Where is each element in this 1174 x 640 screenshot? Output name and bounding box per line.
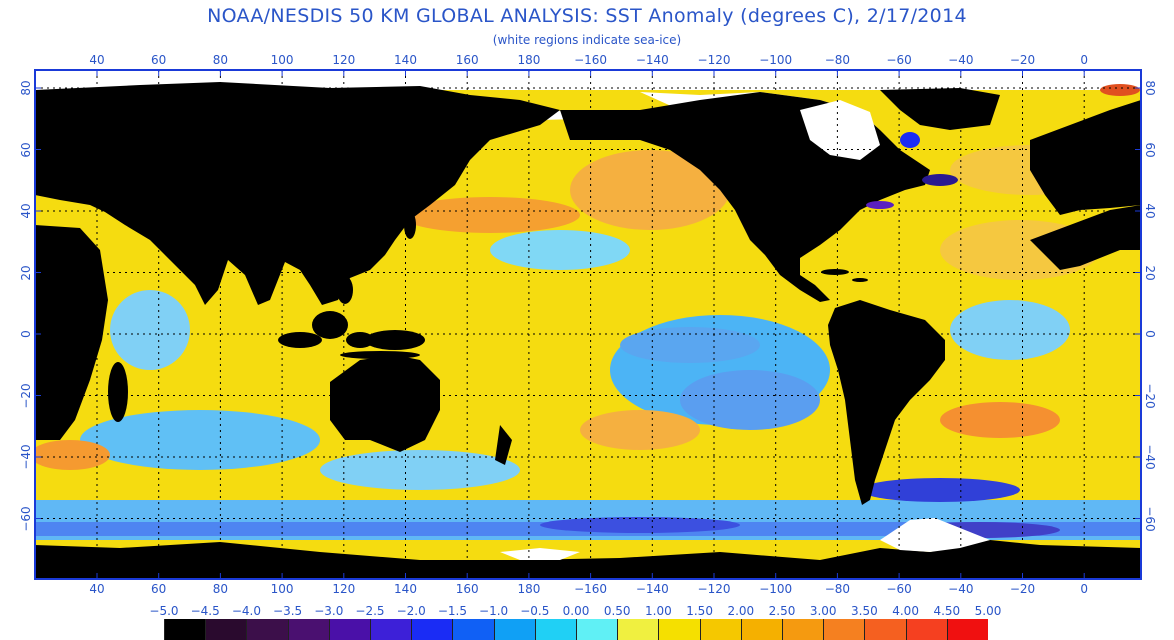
colorbar-label-9: −0.5 xyxy=(520,604,550,618)
colorbar-swatch-17 xyxy=(864,619,906,640)
colorbar-swatch-0 xyxy=(164,619,206,640)
lon-label-bottom-13: −60 xyxy=(886,582,912,596)
new-zealand xyxy=(495,425,512,465)
lon-label-bottom-8: −160 xyxy=(574,582,608,596)
africa-west-landmass xyxy=(1030,205,1141,270)
map-frame xyxy=(34,69,1142,580)
colorbar-label-16: 3.00 xyxy=(809,604,837,618)
lon-label-top-4: 120 xyxy=(332,53,356,67)
antarctica-landmass xyxy=(35,540,1141,579)
colorbar-label-10: 0.00 xyxy=(562,604,590,618)
colorbar-swatch-18 xyxy=(905,619,947,640)
lon-label-bottom-0: 40 xyxy=(89,582,105,596)
lon-label-bottom-15: −20 xyxy=(1009,582,1036,596)
lon-label-bottom-5: 140 xyxy=(394,582,417,596)
lon-label-top-0: 40 xyxy=(89,53,105,67)
lon-label-bottom-16: 0 xyxy=(1080,582,1089,596)
colorbar-swatch-6 xyxy=(411,619,453,640)
colorbar-swatch-1 xyxy=(205,619,247,640)
lon-label-top-7: 180 xyxy=(517,53,541,67)
europe-landmass xyxy=(1030,100,1141,215)
colorbar-swatch-3 xyxy=(287,619,329,640)
lon-label-top-5: 140 xyxy=(394,53,417,67)
lon-label-top-1: 60 xyxy=(151,53,167,67)
lon-label-bottom-1: 60 xyxy=(151,582,167,596)
hudson-bay-ice xyxy=(800,100,880,160)
lon-label-bottom-10: −120 xyxy=(697,582,731,596)
colorbar-label-0: −5.0 xyxy=(149,604,179,618)
lon-label-bottom-6: 160 xyxy=(455,582,479,596)
lon-label-bottom-3: 100 xyxy=(270,582,294,596)
colorbar-swatch-10 xyxy=(576,619,618,640)
lon-label-top-13: −60 xyxy=(886,53,912,67)
colorbar-swatch-16 xyxy=(823,619,865,640)
graticule-grid xyxy=(35,70,1141,579)
colorbar-label-18: 4.00 xyxy=(892,604,919,618)
colorbar-swatch-13 xyxy=(699,619,741,640)
lon-label-bottom-2: 80 xyxy=(212,582,229,596)
sst-anomaly-map xyxy=(34,69,1142,580)
colorbar-swatch-14 xyxy=(740,619,782,640)
colorbar-swatch-11 xyxy=(617,619,659,640)
eurasia-landmass xyxy=(35,82,560,305)
colorbar-swatch-4 xyxy=(328,619,370,640)
colorbar-swatch-5 xyxy=(370,619,412,640)
colorbar-label-12: 1.00 xyxy=(645,604,672,618)
colorbar-swatch-19 xyxy=(946,619,988,640)
colorbar-label-7: −1.5 xyxy=(437,604,467,618)
lon-label-bottom-11: −100 xyxy=(759,582,793,596)
lon-label-top-2: 80 xyxy=(212,53,229,67)
maritime-continent xyxy=(278,175,425,359)
colorbar-swatch-2 xyxy=(246,619,288,640)
lon-label-bottom-12: −80 xyxy=(824,582,851,596)
colorbar-label-15: 2.50 xyxy=(768,604,796,618)
colorbar-swatch-12 xyxy=(658,619,700,640)
colorbar-label-13: 1.50 xyxy=(686,604,713,618)
lon-label-top-8: −160 xyxy=(574,53,608,67)
colorbar-label-1: −4.5 xyxy=(190,604,220,618)
lon-label-bottom-14: −40 xyxy=(948,582,974,596)
madagascar xyxy=(108,362,128,422)
colorbar-swatch-9 xyxy=(534,619,576,640)
colorbar-label-19: 4.50 xyxy=(933,604,961,618)
lon-label-top-11: −100 xyxy=(759,53,793,67)
lon-label-top-10: −120 xyxy=(697,53,731,67)
weddell-sea-ice xyxy=(880,518,990,552)
south-america-landmass xyxy=(828,300,945,505)
colorbar-label-20: 5.00 xyxy=(974,604,1002,618)
lon-label-bottom-7: 180 xyxy=(517,582,541,596)
colorbar-label-6: −2.0 xyxy=(396,604,426,618)
arctic-sea-ice xyxy=(35,70,1141,90)
colorbar-label-17: 3.50 xyxy=(851,604,878,618)
lon-label-top-14: −40 xyxy=(948,53,974,67)
africa-east-landmass xyxy=(35,225,108,440)
colorbar-swatch-7 xyxy=(452,619,494,640)
map-subtitle: (white regions indicate sea-ice) xyxy=(492,33,682,47)
lon-label-top-9: −140 xyxy=(635,53,669,67)
colorbar-label-11: 0.50 xyxy=(603,604,631,618)
lon-label-top-12: −80 xyxy=(824,53,851,67)
colorbar-swatch-15 xyxy=(782,619,824,640)
lon-label-bottom-9: −140 xyxy=(635,582,669,596)
axis-ticks xyxy=(35,70,1141,579)
lon-label-top-3: 100 xyxy=(270,53,294,67)
colorbar-label-14: 2.00 xyxy=(727,604,755,618)
colorbar-label-8: −1.0 xyxy=(479,604,509,618)
lon-label-top-16: 0 xyxy=(1080,53,1089,67)
lon-label-bottom-4: 120 xyxy=(332,582,356,596)
australia-landmass xyxy=(330,355,440,452)
map-title: NOAA/NESDIS 50 KM GLOBAL ANALYSIS: SST A… xyxy=(207,5,967,27)
colorbar-swatch-8 xyxy=(493,619,535,640)
lon-label-top-6: 160 xyxy=(455,53,479,67)
lon-label-top-15: −20 xyxy=(1009,53,1036,67)
colorbar-label-4: −3.0 xyxy=(314,604,344,618)
colorbar-label-2: −4.0 xyxy=(231,604,261,618)
colorbar-label-3: −3.5 xyxy=(273,604,303,618)
colorbar-label-5: −2.5 xyxy=(355,604,385,618)
